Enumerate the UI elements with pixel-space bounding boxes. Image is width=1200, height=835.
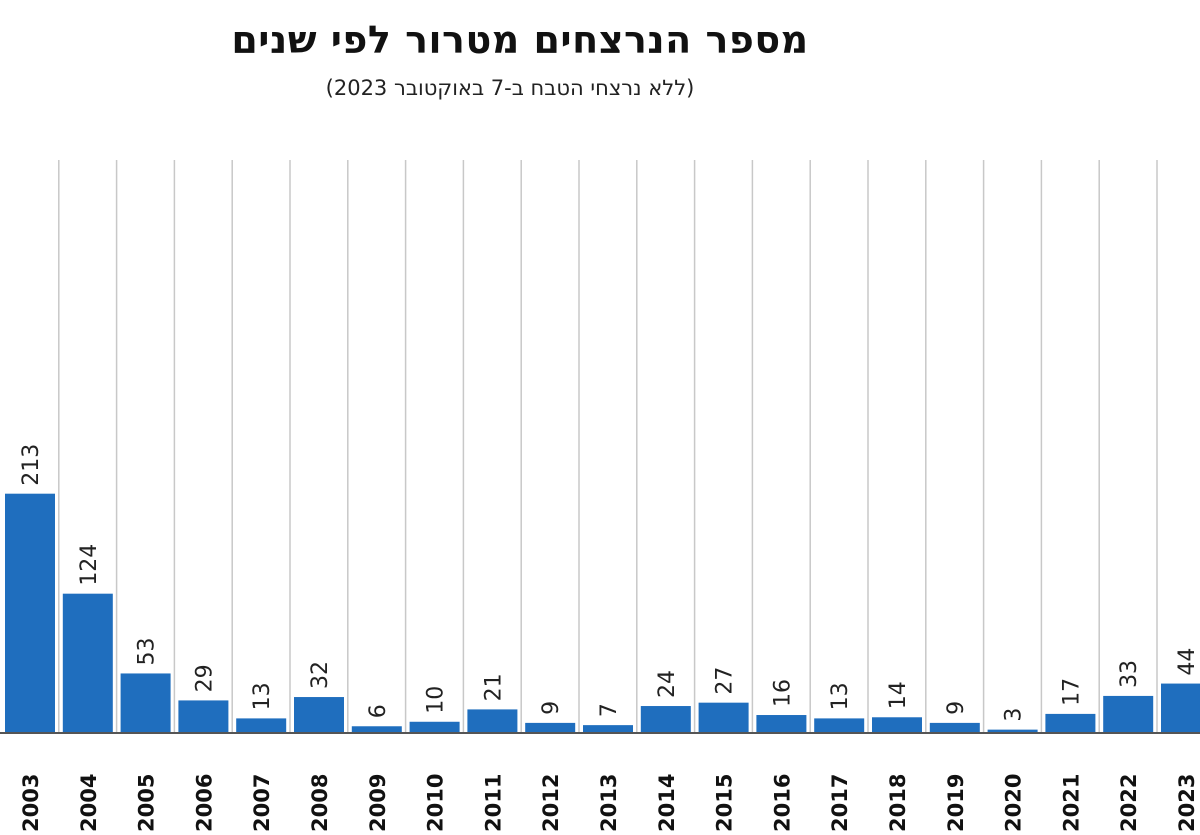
- data-label: 7: [597, 703, 622, 717]
- x-tick-label: 2009: [366, 774, 390, 832]
- x-tick-label: 2019: [944, 774, 968, 832]
- x-tick-label: 2006: [192, 774, 216, 832]
- data-label: 3: [1002, 708, 1027, 722]
- bar-2023: [1161, 683, 1200, 733]
- bar-2021: [1045, 713, 1096, 733]
- data-label: 10: [424, 686, 449, 714]
- bar-2014: [640, 706, 691, 733]
- data-label: 21: [481, 673, 506, 701]
- x-tick-label: 2010: [424, 774, 448, 832]
- data-label: 13: [828, 682, 853, 710]
- x-tick-label: 2022: [1117, 774, 1141, 832]
- x-tick-label: 2011: [481, 774, 505, 832]
- x-tick-label: 2014: [655, 774, 679, 832]
- bar-2016: [756, 715, 807, 733]
- data-label: 33: [1117, 660, 1142, 688]
- data-label: 16: [770, 679, 795, 707]
- data-label: 53: [135, 637, 160, 665]
- bar-2018: [872, 717, 922, 733]
- data-label: 9: [944, 701, 969, 715]
- bar-2015: [698, 702, 749, 733]
- x-tick-label: 2023: [1175, 774, 1199, 832]
- bar-2019: [929, 722, 980, 733]
- data-label: 27: [713, 667, 738, 695]
- x-tick-label: 2012: [539, 774, 563, 832]
- bar-2013: [583, 725, 633, 733]
- bar-2020: [987, 729, 1038, 733]
- x-tick-label: 2013: [597, 774, 621, 832]
- x-tick-label: 2016: [770, 774, 794, 832]
- data-label: 13: [250, 682, 275, 710]
- x-tick-label: 2018: [886, 774, 910, 832]
- data-label: 9: [539, 701, 564, 715]
- x-tick-label: 2007: [250, 774, 274, 832]
- data-label: 6: [366, 704, 391, 718]
- bar-2008: [294, 697, 344, 733]
- x-tick-label: 2017: [828, 774, 852, 832]
- data-label: 29: [192, 664, 217, 692]
- bar-2004: [62, 593, 113, 733]
- data-label: 124: [77, 544, 102, 586]
- x-tick-label: 2004: [77, 774, 101, 832]
- data-label: 213: [19, 444, 44, 486]
- x-tick-label: 2020: [1002, 774, 1026, 832]
- bar-2006: [178, 700, 229, 733]
- bar-2009: [351, 726, 402, 733]
- data-label: 32: [308, 661, 333, 689]
- bar-2011: [467, 709, 518, 733]
- bar-2003: [5, 493, 55, 733]
- x-tick-label: 2005: [135, 774, 159, 832]
- chart-subtitle: (ללא נרצחי הטבח ב-7 באוקטובר 2023): [325, 76, 695, 100]
- data-label: 44: [1175, 648, 1200, 676]
- bar-2007: [236, 718, 287, 733]
- chart-title: מספר הנרצחים מטרור לפי שנים: [231, 18, 809, 62]
- bar-2017: [814, 718, 865, 733]
- data-label: 14: [886, 681, 911, 709]
- bar-2010: [409, 721, 460, 733]
- bar-2012: [525, 722, 576, 733]
- x-tick-label: 2003: [19, 774, 43, 832]
- data-label: 17: [1059, 678, 1084, 706]
- x-tick-label: 2008: [308, 774, 332, 832]
- bar-2005: [120, 673, 171, 733]
- x-tick-label: 2021: [1059, 774, 1083, 832]
- data-label: 24: [655, 670, 680, 698]
- x-tick-label: 2015: [713, 774, 737, 832]
- bar-2022: [1103, 695, 1154, 733]
